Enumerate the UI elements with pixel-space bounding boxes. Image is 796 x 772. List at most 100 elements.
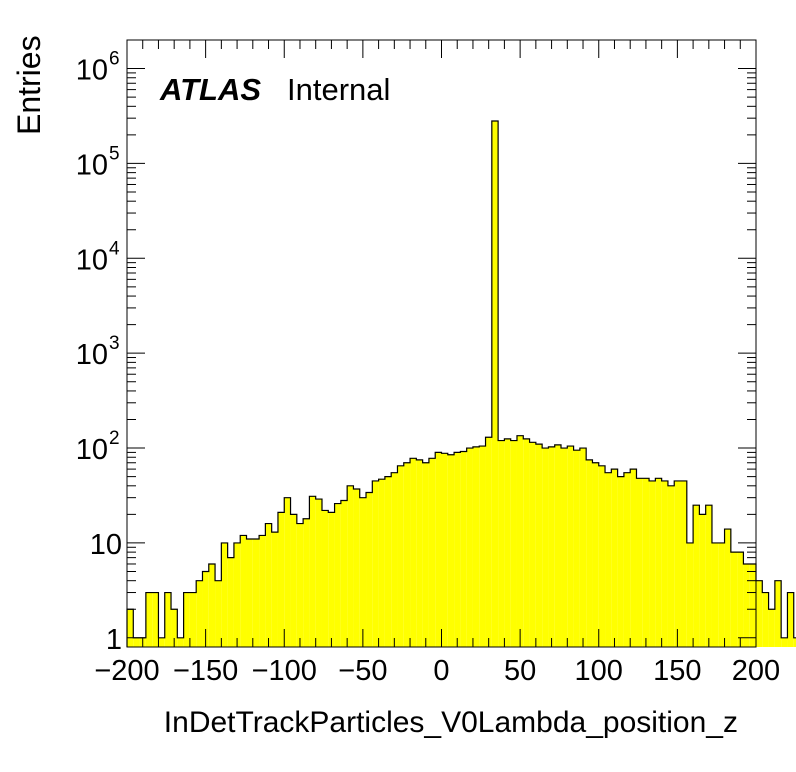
histogram-bin bbox=[303, 518, 310, 647]
histogram-bin bbox=[215, 580, 222, 647]
histogram-bin bbox=[240, 535, 247, 647]
histogram-bin bbox=[491, 121, 499, 647]
histogram-bin bbox=[680, 480, 687, 647]
histogram-bin bbox=[315, 499, 322, 647]
histogram-bin bbox=[711, 542, 719, 647]
histogram-bin bbox=[145, 592, 153, 647]
histogram-bin bbox=[699, 514, 706, 647]
histogram-bin bbox=[762, 592, 769, 647]
histogram-bin bbox=[579, 448, 587, 647]
histogram-bin bbox=[724, 529, 731, 647]
histogram-bin bbox=[265, 523, 272, 647]
histogram-bin bbox=[636, 478, 643, 647]
histogram-bin bbox=[321, 510, 329, 647]
y-tick-label: 10 bbox=[90, 529, 122, 561]
histogram-bin bbox=[774, 580, 782, 647]
x-tick-label: −50 bbox=[338, 655, 387, 687]
histogram-bin bbox=[391, 472, 398, 647]
histogram-bin bbox=[598, 465, 606, 647]
y-axis-ticks bbox=[127, 39, 756, 639]
histogram-bin bbox=[787, 592, 794, 647]
histogram-bin bbox=[428, 458, 436, 647]
histogram-bin bbox=[271, 532, 278, 647]
histogram-bin bbox=[586, 459, 593, 647]
histogram-bin bbox=[749, 563, 756, 647]
histogram-bin bbox=[718, 542, 725, 647]
histogram-bin bbox=[309, 496, 316, 647]
histogram-bin bbox=[366, 492, 373, 647]
y-tick-label: 10 bbox=[76, 244, 108, 276]
histogram-bin bbox=[246, 539, 253, 647]
histogram-bin bbox=[233, 542, 241, 647]
histogram-bin bbox=[768, 609, 775, 647]
histogram-bin bbox=[667, 485, 675, 647]
x-tick-label: 50 bbox=[504, 655, 536, 687]
y-tick-label: 10 bbox=[76, 149, 108, 181]
x-tick-label: 0 bbox=[433, 655, 449, 687]
histogram-bin bbox=[127, 609, 134, 647]
histogram-bin bbox=[630, 469, 637, 647]
histogram-bin bbox=[781, 637, 788, 647]
histogram-bin bbox=[252, 539, 260, 647]
histogram-bin bbox=[359, 497, 367, 647]
histogram-bin bbox=[737, 552, 744, 647]
histogram-bin bbox=[435, 452, 442, 647]
y-tick-exponent: 2 bbox=[109, 428, 120, 449]
histogram-bin bbox=[472, 446, 480, 647]
y-tick-exponent: 6 bbox=[109, 49, 120, 70]
histogram-bin bbox=[605, 472, 612, 647]
x-tick-label: 200 bbox=[732, 655, 780, 687]
histogram-bin bbox=[422, 462, 429, 647]
y-tick-exponent: 3 bbox=[109, 333, 120, 354]
histogram-bin bbox=[485, 437, 492, 647]
histogram-bin bbox=[196, 580, 203, 647]
histogram-bin bbox=[372, 480, 379, 647]
histogram-bin bbox=[158, 637, 165, 647]
x-tick-label: 150 bbox=[653, 655, 701, 687]
histogram-bin bbox=[510, 440, 517, 647]
histogram-bars bbox=[126, 120, 796, 647]
histogram-bin bbox=[561, 448, 568, 647]
histogram-bin bbox=[611, 469, 618, 647]
y-tick-label: 10 bbox=[76, 339, 108, 371]
histogram-bin bbox=[504, 438, 511, 647]
histogram-bin bbox=[347, 485, 354, 647]
histogram-bin bbox=[340, 500, 348, 647]
histogram-bin bbox=[661, 480, 668, 647]
histogram-bin bbox=[152, 592, 159, 647]
x-tick-label: −150 bbox=[173, 655, 238, 687]
histogram-bin bbox=[177, 637, 184, 647]
histogram-bin bbox=[655, 478, 662, 647]
histogram-bin bbox=[221, 542, 228, 647]
histogram-bin bbox=[554, 444, 562, 647]
x-axis-label: InDetTrackParticles_V0Lambda_position_z bbox=[164, 706, 738, 739]
histogram-bin bbox=[454, 452, 461, 647]
histogram-bin bbox=[548, 446, 555, 647]
histogram-bin bbox=[460, 451, 467, 647]
x-tick-label: −100 bbox=[252, 655, 317, 687]
histogram-bin bbox=[623, 472, 631, 647]
y-axis-label: Entries bbox=[11, 35, 47, 135]
histogram-bin bbox=[410, 458, 417, 647]
y-tick-exponent: 4 bbox=[109, 238, 120, 259]
atlas-label: ATLAS bbox=[159, 72, 261, 107]
histogram-bin bbox=[592, 462, 599, 647]
histogram-bin bbox=[523, 438, 530, 647]
histogram-bin bbox=[164, 592, 172, 647]
histogram-bin bbox=[516, 435, 524, 647]
histogram-bin bbox=[674, 480, 681, 647]
histogram-bin bbox=[208, 563, 216, 647]
histogram-bin bbox=[171, 609, 178, 647]
histogram-bin bbox=[227, 557, 234, 647]
histogram-bin bbox=[567, 446, 574, 647]
x-axis-tick-labels: −200 −150 −100 −50 0 50 100 150 200 bbox=[94, 655, 780, 687]
y-tick-label: 10 bbox=[76, 55, 108, 87]
histogram-bin bbox=[535, 444, 543, 647]
histogram-bin bbox=[542, 448, 549, 647]
y-tick-exponent: 5 bbox=[109, 143, 120, 164]
histogram-bin bbox=[693, 505, 700, 647]
histogram-bin bbox=[290, 514, 297, 647]
histogram-bin bbox=[479, 446, 486, 647]
histogram-bin bbox=[133, 637, 140, 647]
histogram-bin bbox=[730, 552, 738, 647]
